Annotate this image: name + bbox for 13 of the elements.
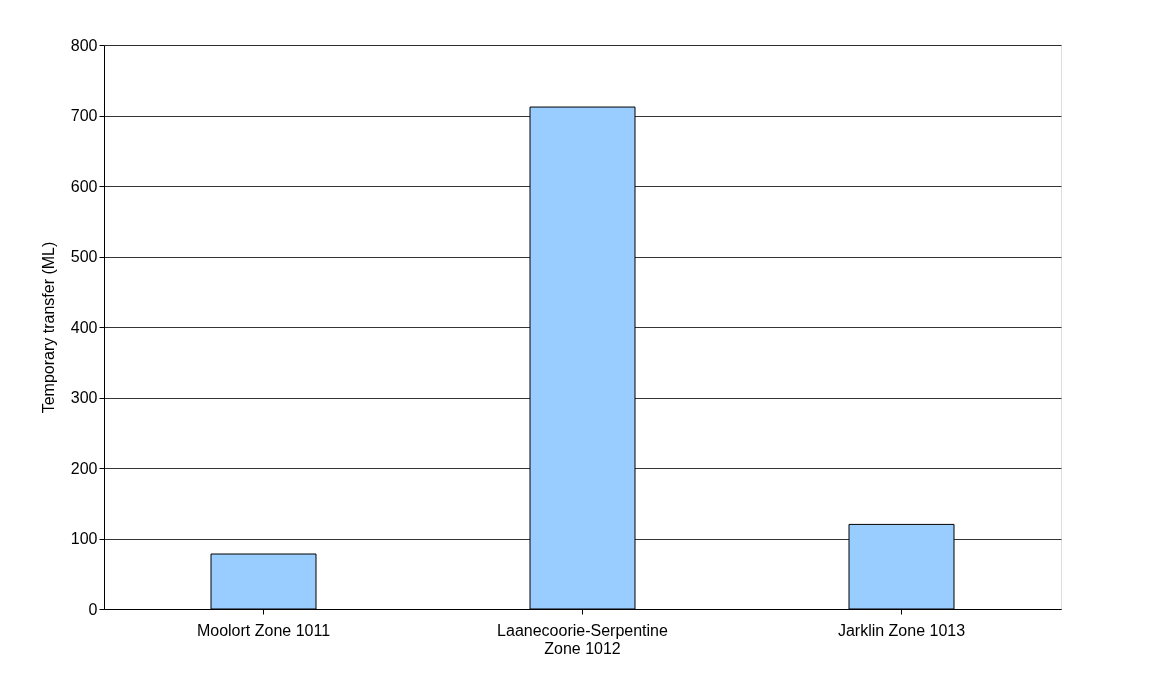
y-tick-label: 200	[70, 459, 98, 477]
y-tick-label: 100	[70, 530, 98, 547]
x-tick-label: Moolort Zone 1011	[196, 621, 331, 639]
y-axis-title: Temporary transfer (ML)	[39, 241, 57, 414]
y-tick-label: 0	[88, 600, 98, 618]
x-tick-label: Laanecoorie-Serpentine Zone 1012	[497, 621, 668, 657]
y-tick-label: 600	[70, 177, 98, 195]
y-tick-label: 300	[70, 389, 98, 406]
y-tick-label: 500	[70, 248, 98, 265]
y-tick-label: 700	[70, 107, 98, 124]
x-tick-label: Jarklin Zone 1013	[837, 621, 966, 639]
y-tick-label: 800	[70, 36, 98, 54]
y-tick-label: 400	[70, 318, 98, 336]
